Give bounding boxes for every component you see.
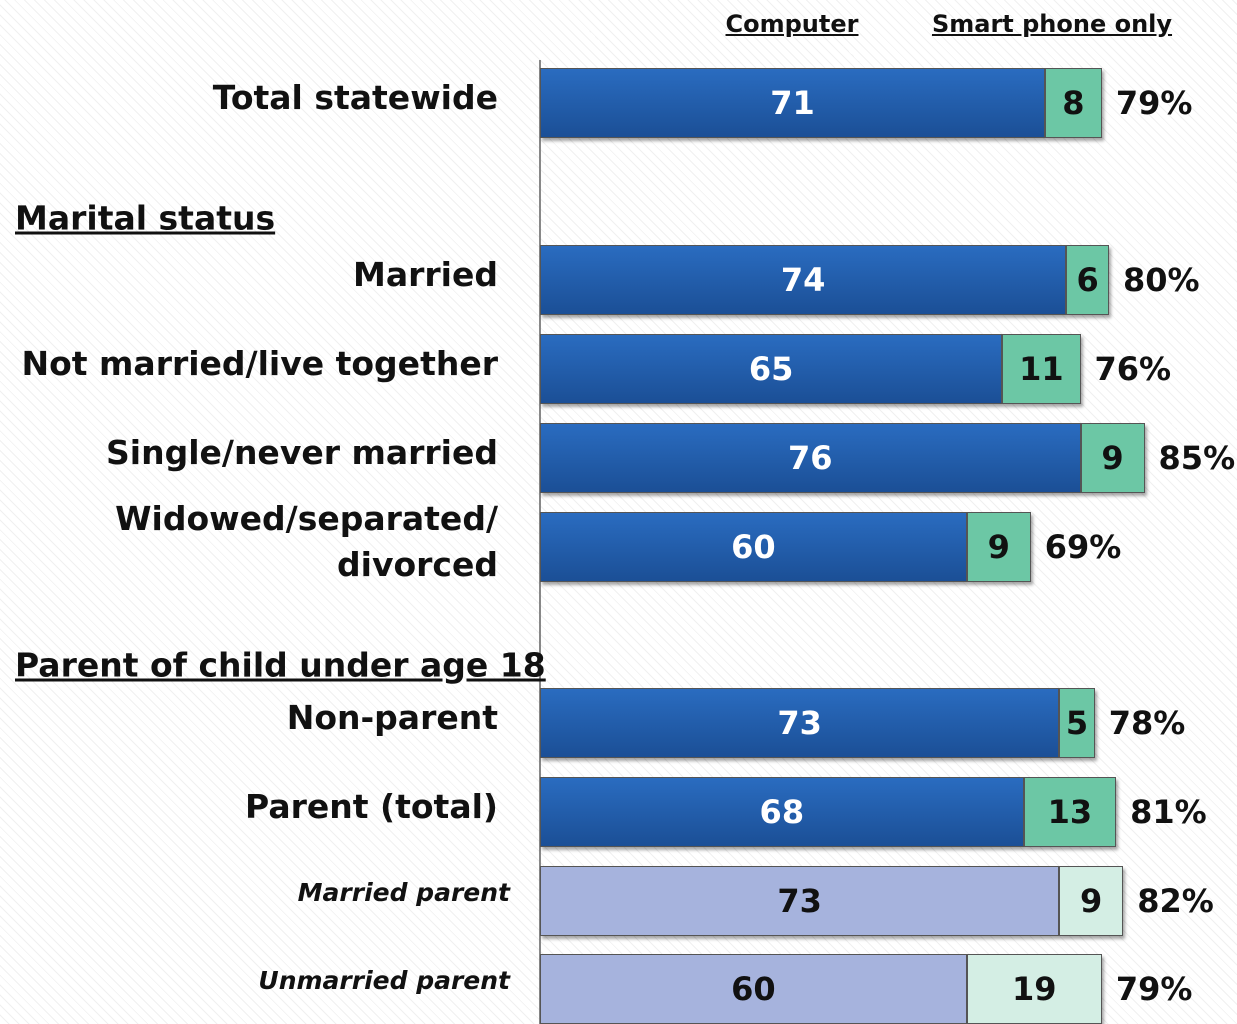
bar-segment bbox=[540, 688, 1060, 758]
total-label: 76% bbox=[1094, 350, 1172, 388]
bar-segment bbox=[1059, 688, 1095, 758]
bar-value-label: 11 bbox=[1019, 350, 1064, 388]
category-label: Parent (total) bbox=[245, 787, 498, 826]
bar-value-label: 9 bbox=[1080, 882, 1103, 920]
total-label: 85% bbox=[1158, 439, 1236, 477]
total-label: 81% bbox=[1130, 793, 1207, 831]
bar-value-label: 71 bbox=[770, 84, 815, 122]
bar-value-label: 65 bbox=[748, 350, 794, 388]
bar-segment bbox=[966, 512, 1031, 582]
bar-value-label: 60 bbox=[731, 970, 776, 1008]
category-label: Widowed/separated/ divorced bbox=[115, 499, 498, 584]
bar-value-label: 73 bbox=[777, 704, 822, 742]
bar-value-label: 13 bbox=[1047, 793, 1093, 831]
bar-segment bbox=[540, 68, 1045, 138]
total-label: 79% bbox=[1115, 84, 1193, 122]
category-label: Non-parent bbox=[286, 698, 498, 737]
bar-segment bbox=[540, 954, 967, 1024]
category-label: Single/never married bbox=[106, 433, 498, 472]
bar-value-label: 9 bbox=[987, 528, 1010, 566]
category-label: Married parent bbox=[297, 878, 510, 907]
total-label: 78% bbox=[1108, 704, 1186, 742]
bar-segment bbox=[1002, 334, 1081, 404]
bar-segment bbox=[540, 866, 1060, 936]
category-label: Not married/live together bbox=[21, 344, 498, 383]
bar-segment bbox=[1066, 245, 1109, 315]
bar-segment bbox=[540, 334, 1003, 404]
bar-value-label: 60 bbox=[731, 528, 776, 566]
bar-segment bbox=[540, 777, 1024, 847]
bar-value-label: 68 bbox=[759, 793, 805, 831]
bar-segment bbox=[1080, 423, 1145, 493]
category-label: Unmarried parent bbox=[258, 966, 510, 995]
bar-value-label: 74 bbox=[780, 261, 826, 299]
bar-segment bbox=[540, 245, 1067, 315]
category-label: Total statewide bbox=[212, 78, 498, 117]
total-label: 79% bbox=[1115, 970, 1193, 1008]
bar-value-label: 76 bbox=[787, 439, 833, 477]
total-label: 80% bbox=[1122, 261, 1200, 299]
bar-segment bbox=[1023, 777, 1117, 847]
bar-value-label: 73 bbox=[777, 882, 822, 920]
bar-segment bbox=[540, 512, 967, 582]
bar-segment bbox=[966, 954, 1102, 1024]
group-header: Parent of child under age 18 bbox=[15, 645, 546, 685]
bar-segment bbox=[1044, 68, 1102, 138]
bar-value-label: 9 bbox=[1101, 439, 1124, 477]
bar-value-label: 19 bbox=[1012, 970, 1057, 1008]
bar-value-label: 8 bbox=[1062, 84, 1085, 122]
group-header: Marital status bbox=[15, 198, 276, 238]
category-label: Married bbox=[353, 255, 498, 294]
bar-value-label: 5 bbox=[1065, 704, 1089, 742]
bar-segment bbox=[1059, 866, 1124, 936]
legend-label: Computer bbox=[725, 10, 859, 38]
total-label: 82% bbox=[1137, 882, 1214, 920]
total-label: 69% bbox=[1044, 528, 1122, 566]
bar-segment bbox=[540, 423, 1081, 493]
bar-value-label: 6 bbox=[1076, 261, 1099, 299]
legend-label: Smart phone only bbox=[931, 10, 1173, 38]
